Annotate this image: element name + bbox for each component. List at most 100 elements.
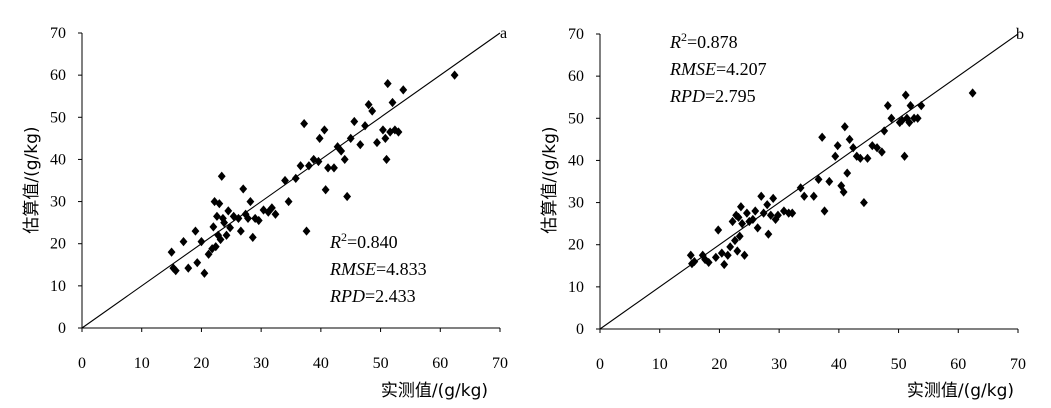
data-point-b — [849, 143, 858, 153]
x-tick-label: 70 — [492, 355, 508, 372]
y-ticks-a: 0 10 20 30 40 50 60 70 — [50, 25, 82, 337]
y-tick-label: 40 — [568, 152, 584, 169]
data-point-b — [845, 134, 854, 144]
data-point-b — [901, 90, 910, 100]
data-point-a — [169, 263, 178, 273]
panel-letter-b: b — [1016, 26, 1024, 43]
y-axis-label-b: 估算值/(g/kg) — [540, 126, 560, 233]
data-point-a — [197, 237, 206, 247]
data-point-b — [833, 141, 842, 151]
data-point-b — [825, 176, 834, 187]
data-point-a — [394, 127, 403, 137]
reference-line-a — [81, 32, 501, 329]
data-point-b — [771, 214, 780, 225]
data-point-a — [305, 161, 313, 171]
data-point-a — [259, 205, 268, 215]
x-tick-label: 70 — [1010, 356, 1026, 373]
data-point-b — [690, 256, 699, 267]
data-point-a — [320, 125, 329, 135]
data-point-b — [788, 208, 797, 218]
rmse-stat-a: RMSE=4.833 — [329, 259, 427, 279]
data-point-b — [714, 225, 723, 235]
data-point-b — [887, 113, 896, 123]
data-point-b — [900, 151, 909, 161]
data-point-a — [226, 223, 235, 233]
data-point-a — [333, 142, 342, 152]
data-point-a — [350, 116, 359, 127]
data-point-b — [917, 101, 926, 111]
data-point-b — [818, 132, 827, 142]
data-point-a — [236, 226, 245, 236]
x-tick-label: 20 — [193, 355, 209, 372]
data-point-b — [856, 153, 865, 163]
x-tick-label: 60 — [950, 356, 966, 373]
x-tick-label: 50 — [891, 356, 907, 373]
data-point-b — [873, 143, 881, 153]
data-point-b — [809, 191, 818, 201]
y-tick-label: 30 — [568, 195, 584, 212]
data-point-a — [346, 133, 355, 143]
x-tick-label: 10 — [652, 356, 668, 373]
data-point-b — [711, 252, 720, 262]
data-point-a — [382, 154, 391, 165]
data-point-b — [800, 191, 809, 201]
data-point-a — [220, 218, 229, 228]
y-tick-label: 0 — [58, 320, 66, 337]
data-point-a — [296, 161, 305, 171]
data-point-a — [291, 173, 300, 183]
y-ticks-b: 0 10 20 30 40 50 60 70 — [568, 26, 600, 338]
data-point-b — [748, 214, 757, 225]
data-point-b — [723, 250, 732, 260]
data-point-b — [759, 208, 768, 218]
y-axis-label-a: 估算值/(g/kg) — [22, 126, 42, 233]
data-point-a — [213, 211, 221, 221]
data-point-a — [224, 206, 233, 216]
data-point-b — [883, 101, 892, 111]
data-point-a — [379, 125, 387, 135]
rmse-value-b: =4.207 — [716, 59, 767, 79]
data-point-a — [337, 146, 346, 156]
data-point-a — [388, 97, 397, 108]
data-point-b — [839, 187, 848, 197]
chart-panel-b: 0 10 20 30 40 50 60 70 0 10 20 30 40 50 60 70 b 实测值/(g… — [540, 26, 1026, 401]
data-point-b — [737, 202, 745, 212]
y-tick-label: 30 — [50, 194, 66, 211]
y-tick-label: 10 — [50, 278, 66, 295]
data-point-a — [300, 119, 309, 129]
reference-line-b — [599, 33, 1019, 330]
r2-sup-a: 2 — [341, 230, 347, 244]
rmse-stat-b: RMSE=4.207 — [669, 59, 767, 79]
data-point-a — [321, 185, 330, 195]
data-point-b — [831, 151, 840, 161]
data-point-b — [704, 257, 713, 268]
data-point-a — [200, 268, 209, 278]
data-point-b — [738, 219, 747, 229]
y-tick-label: 70 — [50, 25, 66, 42]
data-point-a — [450, 70, 459, 80]
data-point-a — [271, 209, 280, 219]
data-point-a — [315, 133, 324, 143]
rpd-value-a: =2.433 — [365, 286, 416, 306]
r2-label-b: R — [669, 32, 681, 52]
panel-letter-a: a — [500, 25, 507, 42]
rmse-label-a: RMSE — [329, 259, 376, 279]
data-point-b — [840, 122, 849, 132]
y-tick-label: 20 — [50, 236, 66, 253]
y-tick-label: 50 — [50, 109, 66, 126]
y-tick-label: 60 — [568, 68, 584, 85]
data-point-b — [720, 259, 729, 270]
data-point-a — [399, 85, 408, 95]
data-point-b — [753, 223, 762, 233]
data-point-a — [361, 121, 369, 131]
x-ticks-a: 0 10 20 30 40 50 60 70 — [78, 328, 508, 372]
data-point-b — [906, 101, 915, 111]
data-point-b — [731, 235, 739, 246]
x-tick-label: 50 — [373, 355, 389, 372]
data-point-b — [757, 191, 766, 201]
y-tick-label: 40 — [50, 151, 66, 168]
data-point-a — [364, 100, 373, 110]
data-point-a — [368, 106, 377, 116]
data-point-b — [734, 212, 743, 222]
data-point-a — [234, 213, 243, 224]
